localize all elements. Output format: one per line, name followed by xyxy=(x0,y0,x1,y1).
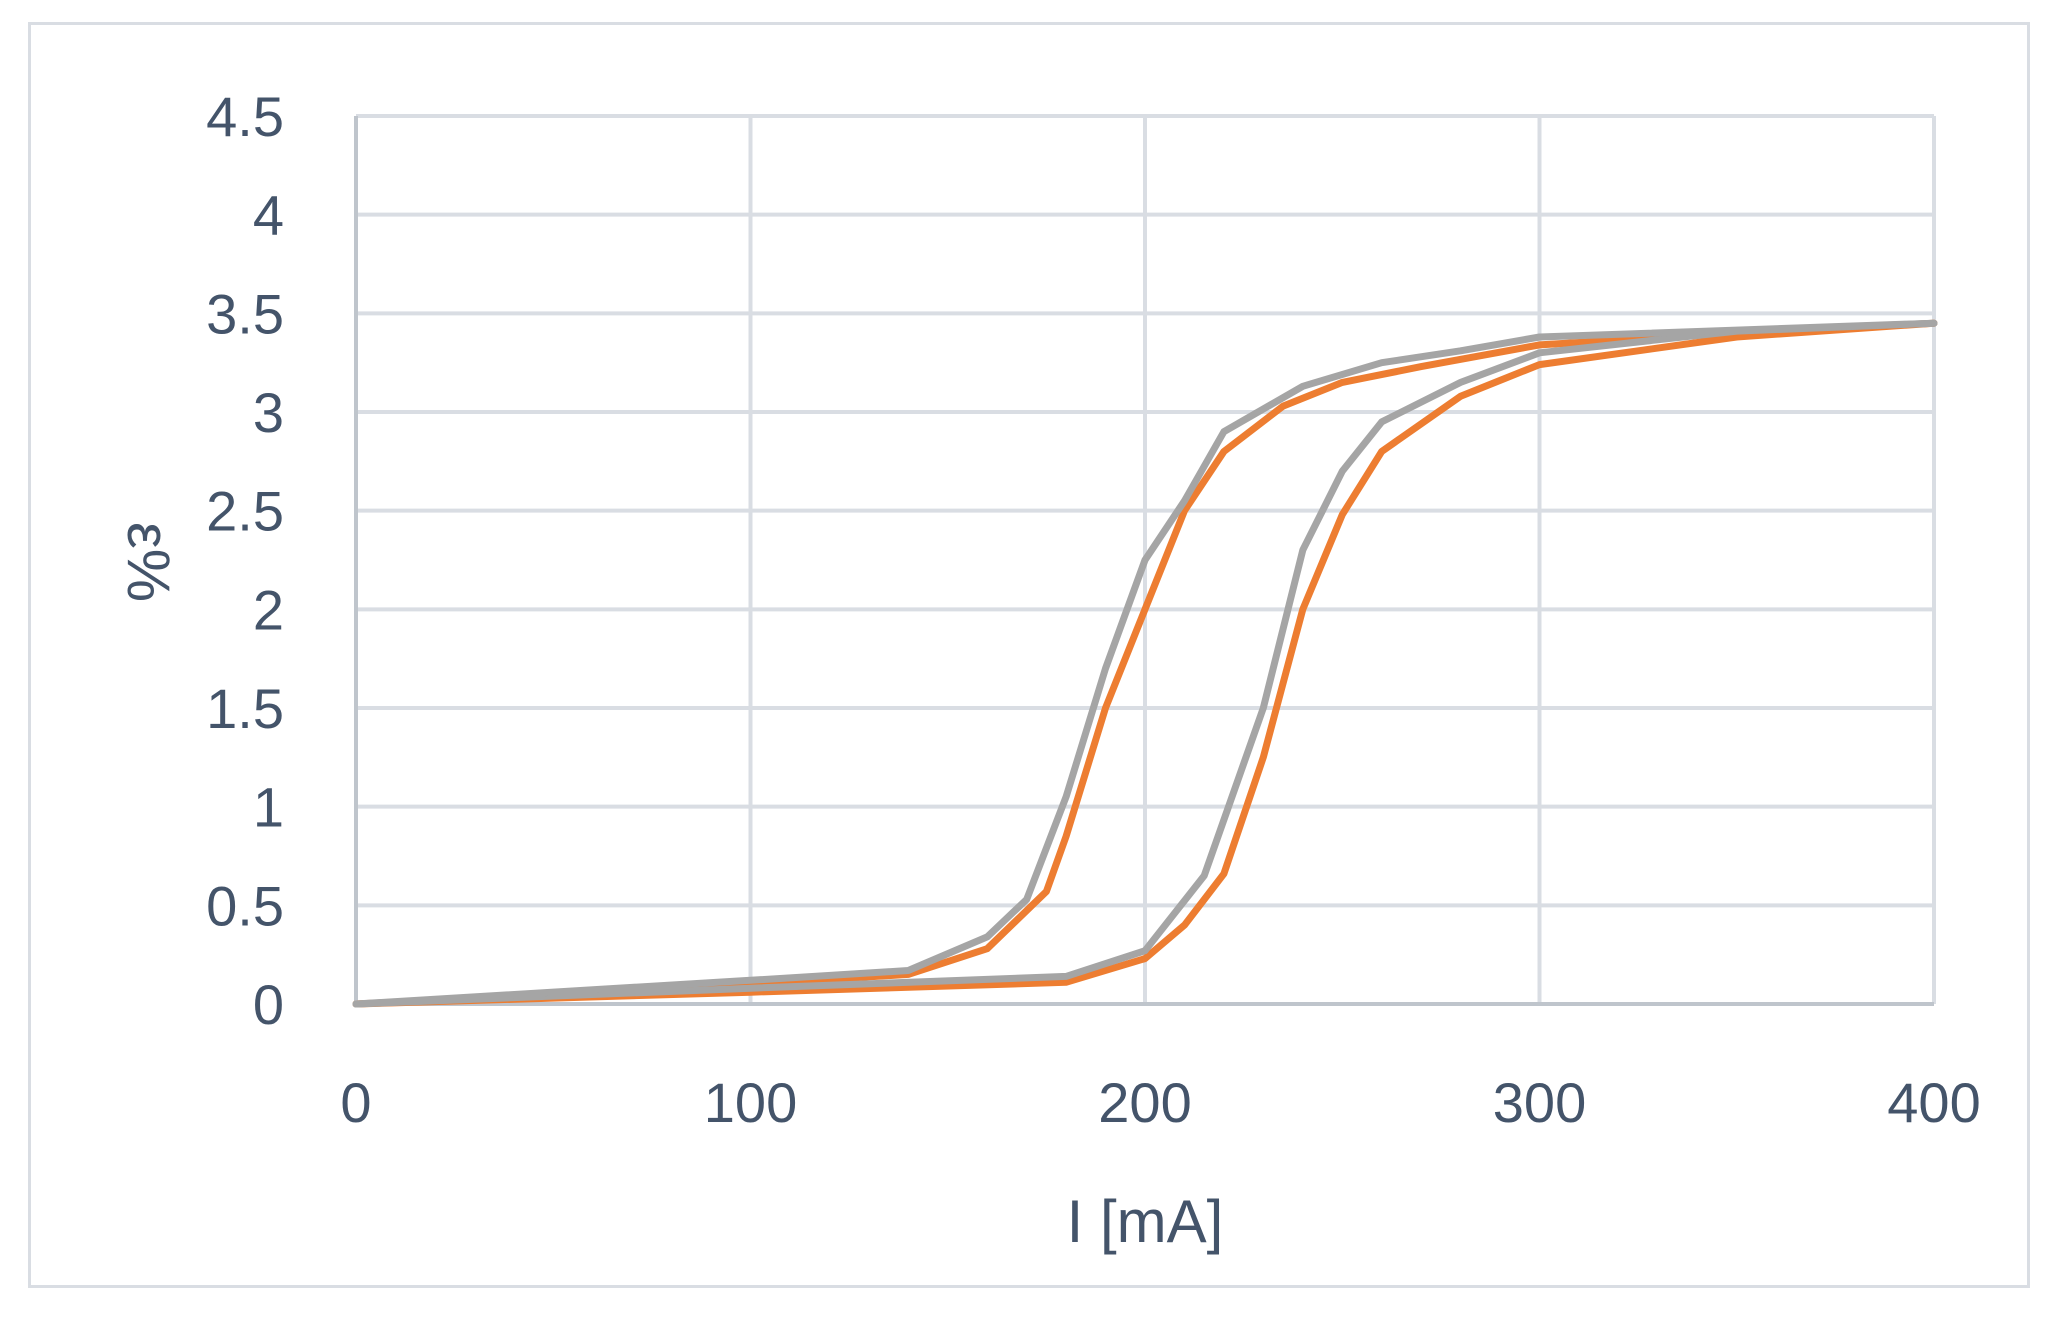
y-tick-label: 1.5 xyxy=(206,677,284,740)
x-axis-title: I [mA] xyxy=(1067,1188,1224,1255)
series-line-3 xyxy=(352,319,1938,1008)
gridlines xyxy=(354,114,1936,1006)
y-tick-label: 1 xyxy=(253,776,284,839)
y-tick-label: 4.5 xyxy=(206,85,284,148)
y-axis-title: ε% xyxy=(115,522,182,602)
series-lines xyxy=(352,319,1938,1008)
series-line-4 xyxy=(352,319,1938,1008)
x-tick-label: 200 xyxy=(1098,1071,1191,1134)
chart-frame xyxy=(28,22,2030,1288)
y-tick-label: 2 xyxy=(253,578,284,641)
x-tick-label: 400 xyxy=(1887,1071,1980,1134)
y-tick-label: 3.5 xyxy=(206,282,284,345)
y-tick-label: 0 xyxy=(253,973,284,1036)
x-tick-label: 0 xyxy=(340,1071,371,1134)
x-tick-labels: 0 100 200 300 400 xyxy=(340,1071,1980,1134)
y-tick-labels: 0 0.5 1 1.5 2 2.5 3 3.5 4 4.5 xyxy=(206,85,284,1036)
series-line-1 xyxy=(352,319,1938,1008)
y-tick-label: 3 xyxy=(253,381,284,444)
x-tick-label: 100 xyxy=(704,1071,797,1134)
y-tick-label: 0.5 xyxy=(206,874,284,937)
y-tick-label: 2.5 xyxy=(206,480,284,543)
y-tick-label: 4 xyxy=(253,184,284,247)
series-line-2 xyxy=(352,319,1938,1008)
x-tick-label: 300 xyxy=(1493,1071,1586,1134)
